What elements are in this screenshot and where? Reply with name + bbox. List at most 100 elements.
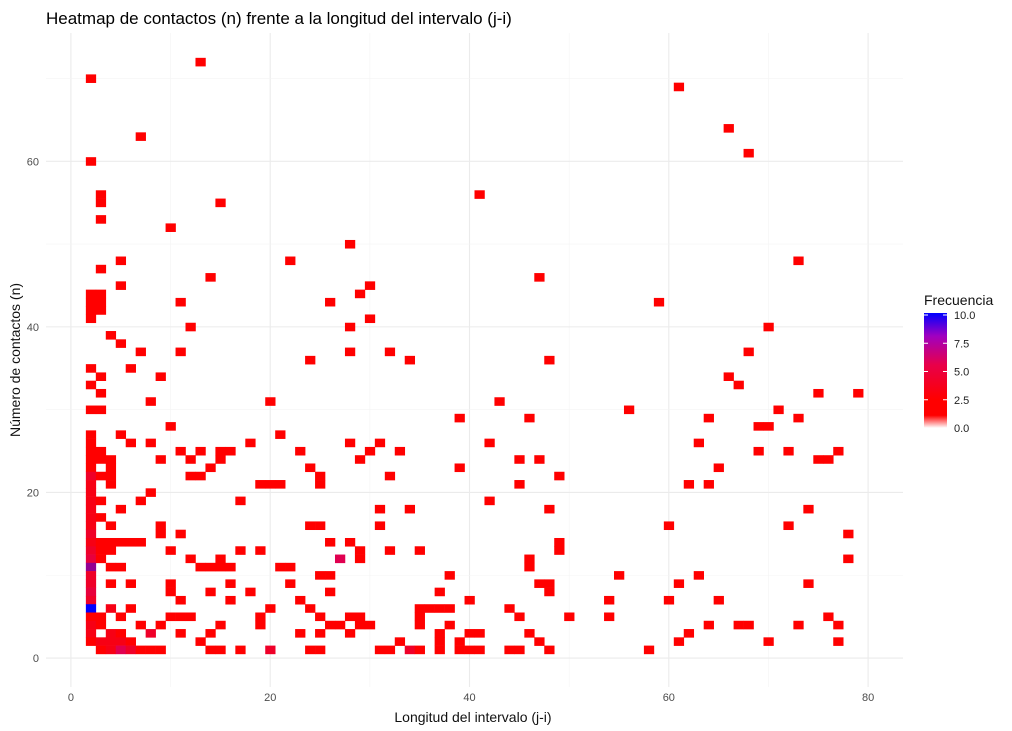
- heatmap-cell: [125, 604, 136, 613]
- heatmap-cell: [215, 645, 226, 655]
- heatmap-cell: [215, 620, 226, 630]
- heatmap-cell: [504, 604, 515, 613]
- heatmap-cell: [334, 620, 346, 630]
- heatmap-cell: [295, 595, 306, 605]
- heatmap-cell: [354, 620, 366, 630]
- heatmap-cell: [793, 413, 804, 423]
- heatmap-cell: [95, 372, 107, 381]
- heatmap-cell: [813, 455, 824, 464]
- heatmap-cell: [763, 322, 774, 332]
- heatmap-cell: [315, 629, 326, 638]
- heatmap-cell: [215, 455, 226, 464]
- heatmap-cell: [85, 157, 97, 166]
- heatmap-cell: [175, 297, 186, 307]
- heatmap-cell: [773, 405, 784, 415]
- heatmap-cell: [305, 355, 316, 365]
- heatmap-cell: [105, 629, 117, 638]
- heatmap-cell: [115, 281, 127, 290]
- heatmap-cell: [504, 645, 515, 655]
- heatmap-cell: [514, 645, 525, 655]
- heatmap-cell: [135, 537, 146, 547]
- heatmap-cell: [733, 380, 744, 390]
- y-tick-label: 20: [27, 487, 39, 499]
- heatmap-cell: [693, 438, 704, 448]
- heatmap-cell: [85, 504, 97, 514]
- heatmap-cell: [205, 463, 216, 473]
- heatmap-cell: [454, 413, 465, 423]
- heatmap-cell: [295, 629, 306, 638]
- x-tick-label: 80: [862, 692, 874, 704]
- heatmap-cell: [145, 397, 156, 406]
- heatmap-cell: [175, 529, 186, 539]
- heatmap-cell: [364, 446, 376, 456]
- heatmap-cell: [315, 612, 326, 622]
- heatmap-cell: [185, 322, 196, 332]
- heatmap-cells: [85, 57, 864, 655]
- chart-title: Heatmap de contactos (n) frente a la lon…: [46, 9, 512, 28]
- heatmap-cell: [245, 587, 256, 597]
- heatmap-cell: [115, 256, 127, 266]
- heatmap-cell: [165, 422, 176, 431]
- heatmap-cell: [135, 132, 146, 141]
- heatmap-cell: [344, 612, 356, 622]
- heatmap-cell: [404, 645, 416, 655]
- heatmap-cell: [474, 629, 485, 638]
- heatmap-cell: [95, 289, 107, 299]
- heatmap-cell: [85, 595, 97, 605]
- heatmap-cell: [524, 554, 535, 564]
- heatmap-cell: [85, 546, 97, 555]
- heatmap-cell: [95, 388, 107, 398]
- legend: Frecuencia 0.0 2.5 5.0 7.5 10.0: [924, 292, 993, 435]
- heatmap-cell: [454, 637, 465, 646]
- heatmap-cell: [85, 289, 97, 299]
- heatmap-cell: [823, 612, 834, 622]
- heatmap-cell: [85, 430, 97, 439]
- heatmap-cell: [354, 612, 366, 622]
- heatmap-cell: [205, 629, 216, 638]
- heatmap-cell: [354, 455, 366, 464]
- heatmap-cell: [414, 546, 425, 555]
- heatmap-cell: [295, 446, 306, 456]
- heatmap-cell: [95, 297, 107, 307]
- heatmap-cell: [115, 637, 127, 646]
- heatmap-cell: [305, 463, 316, 473]
- heatmap-cell: [474, 645, 485, 655]
- heatmap-cell: [763, 422, 774, 431]
- heatmap-cell: [285, 579, 296, 588]
- x-axis-ticks: 0 20 40 60 80: [68, 692, 874, 704]
- heatmap-cell: [315, 571, 326, 580]
- heatmap-cell: [115, 537, 127, 547]
- heatmap-cell: [544, 645, 555, 655]
- heatmap-cell: [315, 521, 326, 531]
- heatmap-cell: [165, 546, 176, 555]
- heatmap-cell: [325, 620, 336, 630]
- heatmap-cell: [105, 521, 117, 531]
- heatmap-cell: [85, 314, 97, 324]
- heatmap-cell: [434, 629, 445, 638]
- heatmap-cell: [484, 438, 495, 448]
- heatmap-cell: [444, 604, 455, 613]
- heatmap-cell: [85, 74, 97, 83]
- heatmap-cell: [85, 587, 97, 597]
- heatmap-cell: [95, 496, 107, 506]
- heatmap-cell: [255, 546, 266, 555]
- heatmap-cell: [414, 620, 425, 630]
- heatmap-cell: [165, 223, 176, 232]
- heatmap-cell: [524, 413, 535, 423]
- heatmap-cell: [524, 629, 535, 638]
- heatmap-cell: [95, 264, 107, 274]
- y-axis-title: Número de contactos (n): [7, 283, 23, 437]
- heatmap-cell: [85, 529, 97, 539]
- heatmap-cell: [713, 595, 724, 605]
- heatmap-cell: [195, 471, 206, 481]
- heatmap-cell: [544, 587, 555, 597]
- heatmap-cell: [255, 480, 266, 489]
- heatmap-cell: [843, 554, 854, 564]
- heatmap-cell: [135, 496, 146, 506]
- heatmap-cell: [753, 446, 764, 456]
- x-tick-label: 60: [663, 692, 675, 704]
- heatmap-cell: [554, 537, 565, 547]
- heatmap-cell: [205, 562, 216, 572]
- heatmap-cell: [95, 537, 107, 547]
- heatmap-cell: [683, 480, 695, 489]
